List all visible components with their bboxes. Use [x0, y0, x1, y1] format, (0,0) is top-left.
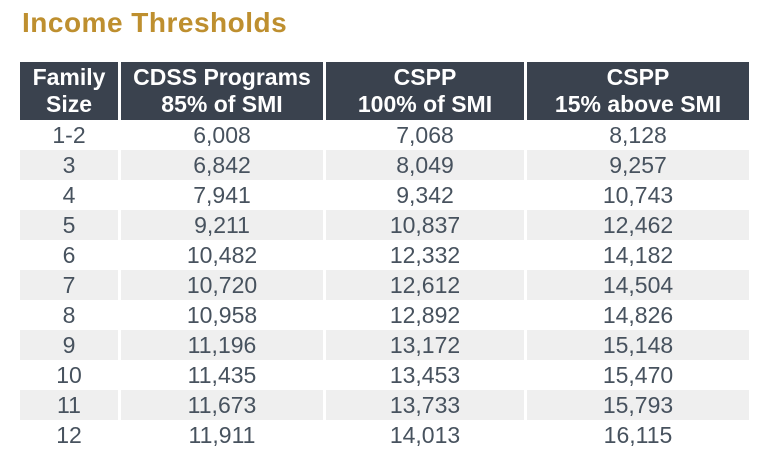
- cspp-115-cell: 8,128: [527, 120, 749, 150]
- col-header-family-size: Family Size: [20, 62, 118, 120]
- col-header-cdss-85-smi: CDSS Programs 85% of SMI: [121, 62, 323, 120]
- cdss-85-cell: 11,673: [121, 390, 323, 420]
- family-size-cell: 12: [20, 420, 118, 450]
- family-size-cell: 10: [20, 360, 118, 390]
- col-header-cspp-100-smi: CSPP 100% of SMI: [326, 62, 524, 120]
- cdss-85-cell: 10,482: [121, 240, 323, 270]
- table-row: 12 11,911 14,013 16,115: [20, 420, 749, 450]
- cspp-115-cell: 9,257: [527, 150, 749, 180]
- table-row: 1-2 6,008 7,068 8,128: [20, 120, 749, 150]
- cdss-85-cell: 11,435: [121, 360, 323, 390]
- table-row: 10 11,435 13,453 15,470: [20, 360, 749, 390]
- family-size-cell: 3: [20, 150, 118, 180]
- table-row: 11 11,673 13,733 15,793: [20, 390, 749, 420]
- cspp-100-cell: 13,733: [326, 390, 524, 420]
- cspp-100-cell: 8,049: [326, 150, 524, 180]
- cspp-100-cell: 14,013: [326, 420, 524, 450]
- table-header-row: Family Size CDSS Programs 85% of SMI CSP…: [20, 62, 749, 120]
- cdss-85-cell: 11,911: [121, 420, 323, 450]
- cspp-100-cell: 12,612: [326, 270, 524, 300]
- cspp-115-cell: 14,182: [527, 240, 749, 270]
- income-thresholds-table: Family Size CDSS Programs 85% of SMI CSP…: [17, 62, 752, 450]
- cspp-100-cell: 13,453: [326, 360, 524, 390]
- table-row: 8 10,958 12,892 14,826: [20, 300, 749, 330]
- table-row: 3 6,842 8,049 9,257: [20, 150, 749, 180]
- cdss-85-cell: 10,720: [121, 270, 323, 300]
- table-row: 6 10,482 12,332 14,182: [20, 240, 749, 270]
- cspp-100-cell: 10,837: [326, 210, 524, 240]
- col-header-cspp-15-above-smi: CSPP 15% above SMI: [527, 62, 749, 120]
- family-size-cell: 11: [20, 390, 118, 420]
- family-size-cell: 5: [20, 210, 118, 240]
- cspp-115-cell: 15,148: [527, 330, 749, 360]
- table-row: 7 10,720 12,612 14,504: [20, 270, 749, 300]
- cspp-100-cell: 12,892: [326, 300, 524, 330]
- cspp-100-cell: 13,172: [326, 330, 524, 360]
- cdss-85-cell: 6,008: [121, 120, 323, 150]
- family-size-cell: 9: [20, 330, 118, 360]
- table-row: 5 9,211 10,837 12,462: [20, 210, 749, 240]
- cdss-85-cell: 10,958: [121, 300, 323, 330]
- family-size-cell: 7: [20, 270, 118, 300]
- cspp-100-cell: 12,332: [326, 240, 524, 270]
- cdss-85-cell: 6,842: [121, 150, 323, 180]
- table-row: 4 7,941 9,342 10,743: [20, 180, 749, 210]
- cspp-115-cell: 10,743: [527, 180, 749, 210]
- page-title: Income Thresholds: [22, 7, 288, 38]
- cspp-100-cell: 7,068: [326, 120, 524, 150]
- cspp-115-cell: 12,462: [527, 210, 749, 240]
- cspp-115-cell: 14,826: [527, 300, 749, 330]
- cspp-115-cell: 16,115: [527, 420, 749, 450]
- table-row: 9 11,196 13,172 15,148: [20, 330, 749, 360]
- cspp-100-cell: 9,342: [326, 180, 524, 210]
- cspp-115-cell: 15,470: [527, 360, 749, 390]
- family-size-cell: 4: [20, 180, 118, 210]
- cdss-85-cell: 9,211: [121, 210, 323, 240]
- family-size-cell: 1-2: [20, 120, 118, 150]
- cspp-115-cell: 15,793: [527, 390, 749, 420]
- cdss-85-cell: 11,196: [121, 330, 323, 360]
- cdss-85-cell: 7,941: [121, 180, 323, 210]
- family-size-cell: 8: [20, 300, 118, 330]
- family-size-cell: 6: [20, 240, 118, 270]
- cspp-115-cell: 14,504: [527, 270, 749, 300]
